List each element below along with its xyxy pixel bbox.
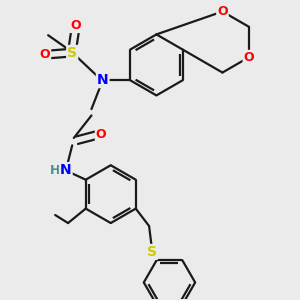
Text: S: S — [147, 245, 157, 259]
Text: N: N — [60, 163, 72, 177]
Text: H: H — [50, 164, 60, 177]
Text: O: O — [244, 51, 254, 64]
Text: S: S — [67, 46, 77, 60]
Text: N: N — [97, 73, 109, 87]
Text: O: O — [217, 5, 228, 18]
Text: O: O — [96, 128, 106, 141]
Text: O: O — [70, 19, 81, 32]
Text: O: O — [40, 48, 50, 61]
